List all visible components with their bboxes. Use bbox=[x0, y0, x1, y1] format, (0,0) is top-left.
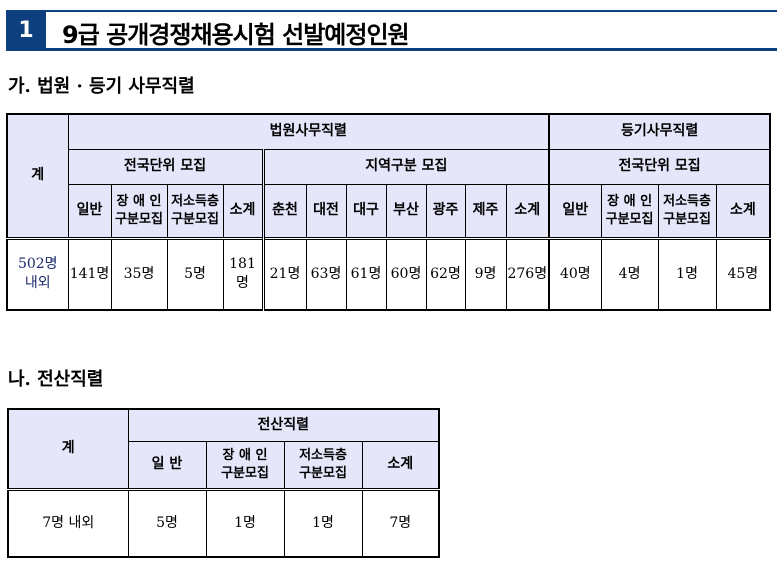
section-number: 1 bbox=[6, 12, 46, 48]
computer-value: 7명 bbox=[361, 487, 440, 558]
computer-col-header: 일 반 bbox=[127, 440, 207, 490]
court-group-header: 법원사무직렬 bbox=[67, 113, 550, 150]
computer-value: 1명 bbox=[283, 487, 363, 558]
region-col-header: 대전 bbox=[305, 183, 347, 239]
computer-col-header: 저소득층 구분모집 bbox=[283, 440, 363, 490]
computer-value: 1명 bbox=[205, 487, 285, 558]
court-value: 5명 bbox=[166, 236, 224, 311]
total-header: 계 bbox=[7, 408, 129, 490]
registry-value: 40명 bbox=[548, 236, 602, 311]
page-title: 9급 공개경쟁채용시험 선발예정인원 bbox=[62, 21, 410, 49]
court-col-header: 일반 bbox=[67, 183, 112, 239]
court-col-header: 소계 bbox=[222, 183, 264, 239]
region-value: 21명 bbox=[261, 236, 307, 311]
registry-group-header: 등기사무직렬 bbox=[548, 113, 771, 150]
court-col-header: 장 애 인 구분모집 bbox=[110, 183, 168, 239]
court-nationwide-header: 전국단위 모집 bbox=[67, 148, 264, 185]
region-value: 61명 bbox=[345, 236, 387, 311]
registry-col-header: 소계 bbox=[715, 183, 771, 239]
court-regional-header: 지역구분 모집 bbox=[261, 148, 550, 185]
region-value: 62명 bbox=[425, 236, 466, 311]
section-a-title: 가. 법원 · 등기 사무직렬 bbox=[8, 76, 195, 97]
region-col-header: 제주 bbox=[464, 183, 507, 239]
registry-nationwide-header: 전국단위 모집 bbox=[548, 148, 771, 185]
computer-group-header: 전산직렬 bbox=[127, 408, 440, 442]
region-value: 60명 bbox=[385, 236, 427, 311]
computer-col-header: 소계 bbox=[361, 440, 440, 490]
computer-col-header: 장 애 인 구분모집 bbox=[205, 440, 285, 490]
registry-value: 45명 bbox=[715, 236, 771, 311]
section-b-title: 나. 전산직렬 bbox=[8, 369, 104, 390]
court-value: 35명 bbox=[110, 236, 168, 311]
region-col-header: 소계 bbox=[505, 183, 550, 239]
court-value: 181명 bbox=[222, 236, 264, 311]
region-col-header: 춘천 bbox=[261, 183, 307, 239]
region-col-header: 광주 bbox=[425, 183, 466, 239]
section-header: 1 9급 공개경쟁채용시험 선발예정인원 bbox=[6, 10, 777, 51]
registry-col-header: 장 애 인 구분모집 bbox=[600, 183, 659, 239]
region-value: 63명 bbox=[305, 236, 347, 311]
court-col-header: 저소득층 구분모집 bbox=[166, 183, 224, 239]
court-registry-table: 계 법원사무직렬 등기사무직렬 전국단위 모집 지역구분 모집 전국단위 모집 … bbox=[6, 113, 772, 311]
region-value: 276명 bbox=[505, 236, 550, 311]
court-value: 141명 bbox=[67, 236, 112, 311]
registry-value: 4명 bbox=[600, 236, 659, 311]
region-col-header: 부산 bbox=[385, 183, 427, 239]
registry-col-header: 일반 bbox=[548, 183, 602, 239]
total-value: 7명 내외 bbox=[7, 487, 129, 558]
registry-col-header: 저소득층 구분모집 bbox=[657, 183, 717, 239]
region-value: 9명 bbox=[464, 236, 507, 311]
total-header: 계 bbox=[6, 113, 69, 239]
region-col-header: 대구 bbox=[345, 183, 387, 239]
registry-value: 1명 bbox=[657, 236, 717, 311]
total-value: 502명 내외 bbox=[6, 236, 69, 311]
computer-value: 5명 bbox=[127, 487, 207, 558]
